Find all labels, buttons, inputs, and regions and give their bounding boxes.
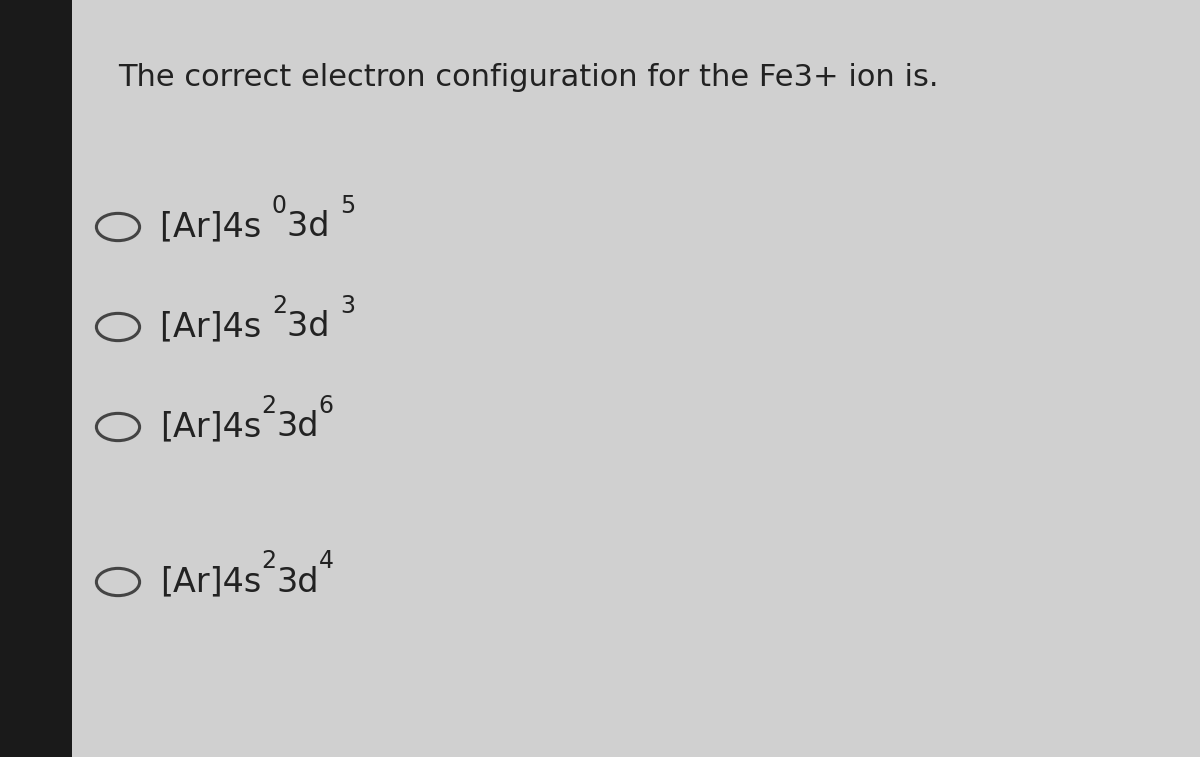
Text: 0: 0 (272, 194, 287, 218)
Text: 5: 5 (340, 194, 355, 218)
Text: [Ar]4s: [Ar]4s (160, 310, 272, 344)
Text: [Ar]4s: [Ar]4s (160, 210, 272, 244)
Text: 4: 4 (319, 549, 334, 573)
Text: 6: 6 (319, 394, 334, 418)
Text: [Ar]4s: [Ar]4s (160, 565, 262, 599)
Text: The correct electron configuration for the Fe3+ ion is.: The correct electron configuration for t… (118, 63, 938, 92)
Text: 2: 2 (272, 294, 287, 318)
Text: 3d: 3d (287, 310, 340, 344)
Text: [Ar]4s: [Ar]4s (160, 410, 262, 444)
Text: 3d: 3d (276, 565, 319, 599)
Text: 2: 2 (262, 394, 276, 418)
Text: 3d: 3d (276, 410, 319, 444)
Text: 2: 2 (262, 549, 276, 573)
Text: 3d: 3d (287, 210, 340, 244)
Text: 3: 3 (340, 294, 355, 318)
